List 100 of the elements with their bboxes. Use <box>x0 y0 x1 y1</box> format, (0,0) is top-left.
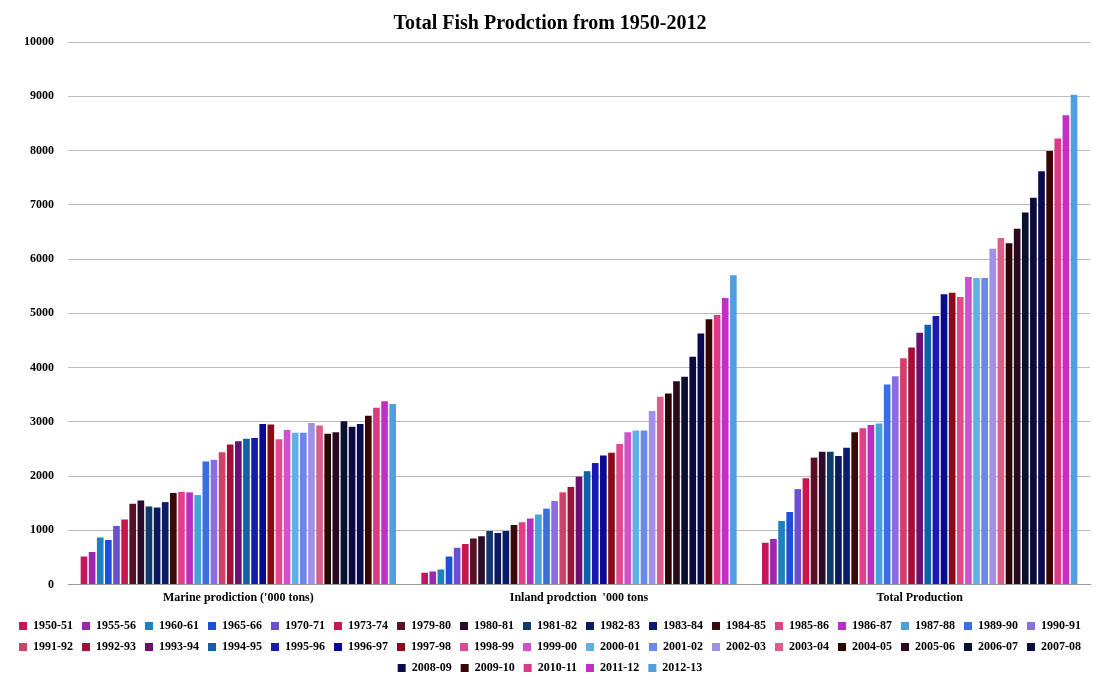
bar <box>1021 212 1029 585</box>
bar <box>283 429 291 585</box>
bar <box>1013 228 1021 585</box>
legend-label: 1973-74 <box>348 618 389 633</box>
legend-label: 1992-93 <box>96 639 137 654</box>
bar <box>170 492 177 585</box>
legend-label: 1998-99 <box>474 639 515 654</box>
bar <box>705 319 713 585</box>
bar <box>275 439 283 585</box>
legend-label: 1960-61 <box>159 618 200 633</box>
bar <box>591 463 599 585</box>
bar <box>1062 115 1070 585</box>
bar <box>510 524 518 585</box>
bar <box>810 457 818 585</box>
legend-label: 1999-00 <box>537 639 577 654</box>
bar <box>689 356 697 585</box>
bar <box>178 491 185 585</box>
bar <box>761 542 769 585</box>
legend-label: 1987-88 <box>914 618 955 633</box>
legend-label: 2001-02 <box>662 639 703 654</box>
legend-label: 2005-06 <box>914 639 955 654</box>
legend-label: 1970-71 <box>285 618 326 633</box>
legend-label: 1980-81 <box>474 618 515 633</box>
bar <box>835 456 842 585</box>
bar <box>997 237 1005 585</box>
bar <box>145 506 153 585</box>
bar <box>867 425 875 585</box>
bar <box>826 451 834 585</box>
bar <box>316 425 323 585</box>
bar <box>80 556 88 585</box>
x-tick-label: Inland prodction '000 tons <box>509 589 649 604</box>
bar <box>567 486 575 585</box>
bar <box>186 492 193 585</box>
bar <box>381 401 388 585</box>
bar <box>786 511 794 585</box>
bar <box>1030 197 1037 585</box>
bar <box>665 393 672 585</box>
legend-label: 1984-85 <box>725 618 766 633</box>
bar <box>291 432 299 585</box>
bar <box>429 571 437 585</box>
bar <box>956 297 964 585</box>
bar <box>583 471 591 585</box>
legend-label: 1985-86 <box>788 618 829 633</box>
bar <box>673 381 680 585</box>
y-tick-label: 8000 <box>30 142 54 157</box>
bar <box>526 518 534 585</box>
bar <box>518 522 526 585</box>
bar <box>965 276 972 585</box>
legend-label: 2007-08 <box>1040 639 1081 654</box>
bar <box>332 432 340 585</box>
bar <box>1038 171 1045 585</box>
y-tick-label: 0 <box>48 576 54 591</box>
bar <box>851 432 859 585</box>
bar <box>251 438 258 585</box>
legend-label: 1981-82 <box>537 618 577 633</box>
legend-label: 2004-05 <box>851 639 892 654</box>
legend-label: 1950-51 <box>33 618 74 633</box>
bar <box>575 476 583 585</box>
bar <box>624 432 632 585</box>
bar <box>551 501 558 585</box>
bar <box>794 489 802 585</box>
bar <box>656 396 664 585</box>
legend-label: 1979-80 <box>411 618 452 633</box>
bar <box>932 316 940 585</box>
bar <box>340 421 348 585</box>
bar <box>875 423 883 585</box>
bar <box>859 428 867 585</box>
bar <box>324 433 332 585</box>
legend-label: 1991-92 <box>33 639 74 654</box>
bar <box>730 275 737 585</box>
bar <box>973 278 980 585</box>
legend-label: 1997-98 <box>411 639 452 654</box>
bar <box>437 569 445 585</box>
bar <box>226 444 234 585</box>
bar <box>948 292 956 585</box>
bar <box>1054 138 1062 585</box>
legend-label: 1983-84 <box>662 618 703 633</box>
bar <box>608 452 615 585</box>
bar <box>802 478 810 585</box>
bar <box>88 552 96 585</box>
bar <box>373 407 380 585</box>
bar <box>121 519 128 585</box>
bar <box>697 333 705 585</box>
bar <box>478 536 485 585</box>
bar <box>721 298 729 585</box>
y-tick-label: 1000 <box>30 522 54 537</box>
bar <box>891 376 899 585</box>
bar <box>1070 94 1078 585</box>
legend-label: 1996-97 <box>348 639 389 654</box>
chart-title: Total Fish Prodction from 1950-2012 <box>393 11 707 34</box>
y-tick-label: 9000 <box>30 88 54 103</box>
legend-label: 2000-01 <box>600 639 640 654</box>
x-tick-label: Marine prodiction ('000 tons) <box>162 589 314 604</box>
bar <box>989 248 997 585</box>
bar <box>218 452 226 585</box>
bar <box>129 503 137 585</box>
bar <box>770 539 777 585</box>
legend-label: 1955-56 <box>96 618 137 633</box>
bar <box>389 403 397 585</box>
bar <box>161 502 169 585</box>
